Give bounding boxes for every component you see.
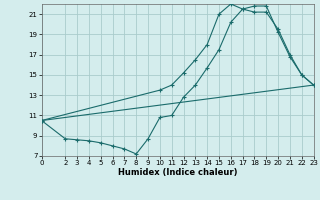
X-axis label: Humidex (Indice chaleur): Humidex (Indice chaleur): [118, 168, 237, 177]
